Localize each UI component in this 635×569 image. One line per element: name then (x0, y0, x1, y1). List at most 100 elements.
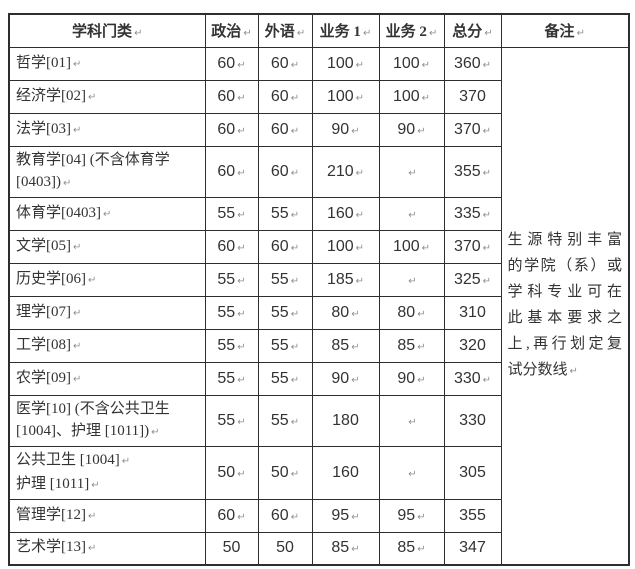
score-value: 100 (392, 237, 420, 255)
return-mark-icon: ↵ (73, 307, 82, 319)
remark-line: 试分数线 ↵ (508, 357, 623, 385)
score-cell: 100 ↵ (378, 79, 445, 114)
return-mark-icon: ↵ (417, 544, 426, 556)
return-mark-icon: ↵ (237, 59, 246, 71)
return-mark-icon: ↵ (482, 59, 492, 71)
subject-line: 管理学[12] ↵ (16, 504, 202, 528)
score-cell: 55 ↵ (257, 196, 313, 231)
subject-line: 艺术学[13] ↵ (16, 536, 202, 560)
header-cell: 学科门类 ↵ (8, 13, 206, 48)
return-mark-icon: ↵ (290, 275, 300, 287)
header-cell: 总分 ↵ (443, 13, 502, 48)
return-mark-icon: ↵ (237, 242, 246, 254)
score-cell: 355 (443, 498, 502, 533)
subject-cell: 艺术学[13] ↵ (8, 531, 206, 566)
table-header: 学科门类 ↵ 政治 ↵ 外语 ↵ 业务 1 ↵ 业务 2 ↵ 总分 ↵ 备注 ↵ (8, 13, 630, 48)
return-mark-icon: ↵ (290, 341, 300, 353)
return-mark-icon: ↵ (408, 275, 417, 287)
return-mark-icon: ↵ (351, 544, 360, 556)
score-cell: 85 ↵ (311, 328, 380, 363)
return-mark-icon: ↵ (355, 167, 365, 179)
return-mark-icon: ↵ (290, 125, 300, 137)
score-cell: 100 ↵ (311, 79, 380, 114)
score-value: 85 (397, 539, 416, 557)
score-cell: 50 ↵ (257, 445, 313, 500)
subject-text: 农学[09] (16, 369, 71, 386)
score-value: 90 (397, 120, 416, 138)
score-cell: 90 ↵ (311, 112, 380, 147)
score-table: 学科门类 ↵ 政治 ↵ 外语 ↵ 业务 1 ↵ 业务 2 ↵ 总分 ↵ 备注 ↵ 哲学[01] ↵ 60 ↵ 60… (8, 13, 630, 566)
return-mark-icon: ↵ (482, 167, 492, 179)
score-value: 55 (270, 369, 289, 387)
subject-text: 公共卫生 [1004] (16, 451, 120, 468)
header-label: 学科门类 (72, 24, 133, 41)
score-value: 55 (217, 303, 236, 321)
return-mark-icon: ↵ (482, 275, 492, 287)
score-value: 80 (331, 303, 350, 321)
header-label: 业务 1 (319, 24, 361, 41)
score-value: 85 (331, 336, 350, 354)
subject-cell: 教育学[04] (不含体育学 [0403]) ↵ (8, 145, 206, 198)
return-mark-icon: ↵ (290, 92, 300, 104)
table-row: 工学[08] ↵ 55 ↵ 55 ↵ 85 ↵ 85 ↵ 320 (8, 328, 629, 363)
score-value: 85 (331, 539, 350, 557)
subject-cell: 哲学[01] ↵ (8, 46, 206, 81)
subject-line: [1004]、护理 [1011]) ↵ (16, 420, 202, 444)
score-value: 210 (326, 162, 354, 180)
header-label: 政治 (211, 24, 242, 41)
score-cell: 370 ↵ (443, 229, 502, 264)
score-cell: 55 ↵ (257, 361, 313, 396)
score-cell: 60 ↵ (257, 229, 313, 264)
return-mark-icon: ↵ (121, 455, 131, 467)
return-mark-icon: ↵ (290, 416, 300, 428)
score-value: 100 (326, 87, 354, 105)
subject-cell: 公共卫生 [1004] ↵ 护理 [1011] ↵ (8, 445, 206, 500)
score-cell: 50 ↵ (204, 445, 259, 500)
return-mark-icon: ↵ (482, 242, 492, 254)
return-mark-icon: ↵ (351, 341, 360, 353)
score-cell: 335 ↵ (443, 196, 502, 231)
score-cell: ↵ (378, 262, 445, 297)
score-cell: 100 ↵ (311, 229, 380, 264)
table-row: 公共卫生 [1004] ↵ 护理 [1011] ↵ 50 ↵ 50 ↵ 160 ↵ 305 (8, 445, 629, 500)
score-cell: 360 ↵ (443, 46, 502, 81)
return-mark-icon: ↵ (417, 511, 426, 523)
score-cell: 55 ↵ (257, 394, 313, 447)
remark-line: 学科专业可在 (508, 279, 623, 305)
score-cell: 55 ↵ (257, 328, 313, 363)
score-cell: 95 ↵ (378, 498, 445, 533)
score-value: 60 (217, 506, 236, 524)
score-cell: 95 ↵ (311, 498, 380, 533)
table-row: 历史学[06] ↵ 55 ↵ 55 ↵ 185 ↵ ↵ 325 ↵ (8, 262, 629, 297)
subject-cell: 文学[05] ↵ (8, 229, 206, 264)
return-mark-icon: ↵ (290, 374, 300, 386)
return-mark-icon: ↵ (88, 510, 97, 522)
score-cell: ↵ (378, 445, 445, 500)
table-row: 体育学[0403] ↵ 55 ↵ 55 ↵ 160 ↵ ↵ 335 ↵ (8, 196, 629, 231)
subject-line: 体育学[0403] ↵ (16, 202, 202, 226)
score-value: 370 (459, 87, 486, 105)
return-mark-icon: ↵ (290, 242, 300, 254)
subject-text: 体育学[0403] (16, 204, 101, 221)
score-cell: 55 ↵ (257, 262, 313, 297)
return-mark-icon: ↵ (428, 28, 438, 40)
return-mark-icon: ↵ (237, 92, 246, 104)
score-value: 360 (453, 54, 481, 72)
return-mark-icon: ↵ (237, 416, 246, 428)
score-value: 55 (217, 369, 236, 387)
return-mark-icon: ↵ (351, 374, 360, 386)
score-value: 90 (397, 369, 416, 387)
subject-line: 医学[10] (不含公共卫生 (16, 398, 202, 420)
score-value: 50 (217, 463, 236, 481)
score-cell: 330 (443, 394, 502, 447)
score-cell: 60 ↵ (204, 145, 259, 198)
subject-text: [1004]、护理 [1011]) (16, 422, 150, 439)
score-cell: 100 ↵ (378, 46, 445, 81)
return-mark-icon: ↵ (355, 59, 365, 71)
return-mark-icon: ↵ (88, 274, 97, 286)
return-mark-icon: ↵ (355, 92, 365, 104)
table-body: 哲学[01] ↵ 60 ↵ 60 ↵ 100 ↵ 100 ↵ 360 ↵ 生源特别丰富 的学院（系）或 学科… (8, 46, 630, 566)
score-value: 320 (459, 336, 486, 354)
score-value: 60 (270, 237, 289, 255)
subject-line: 教育学[04] (不含体育学 (16, 149, 202, 171)
